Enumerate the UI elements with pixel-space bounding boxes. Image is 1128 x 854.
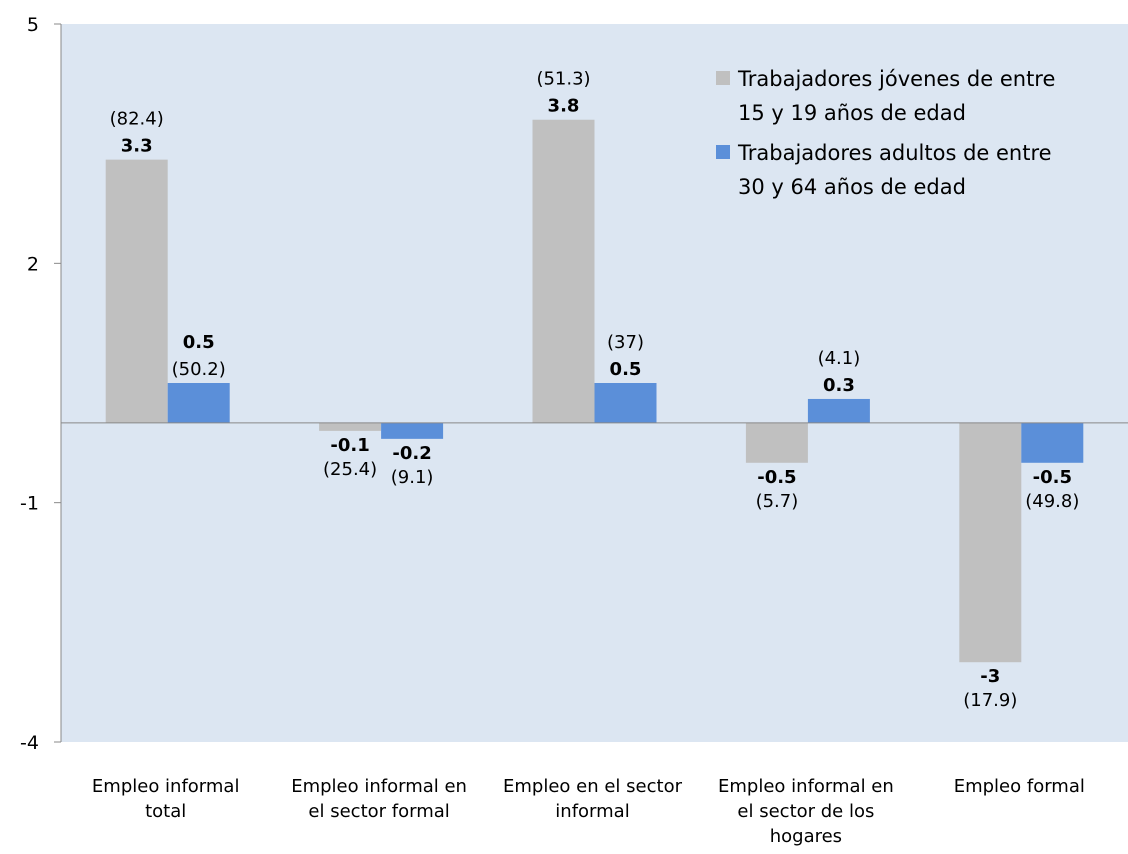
legend-label: Trabajadores adultos de entre xyxy=(737,141,1052,165)
y-axis: 5 2 -1 -4 xyxy=(20,14,62,754)
bar-series1 xyxy=(532,119,595,423)
y-tick-label: 5 xyxy=(27,14,39,36)
bar-series1 xyxy=(105,159,168,423)
value-label: 3.3 xyxy=(121,136,153,157)
legend: Trabajadores jóvenes de entre 15 y 19 año… xyxy=(716,67,1055,199)
share-label: (82.4) xyxy=(110,109,164,130)
legend-swatch xyxy=(716,71,730,85)
category-label: Empleo en el sector xyxy=(503,776,683,797)
category-label: el sector formal xyxy=(308,801,449,822)
bar-series2 xyxy=(807,398,870,423)
x-axis-labels: Empleo informal total Empleo informal en el… xyxy=(92,776,1085,847)
share-label: (37) xyxy=(607,332,644,353)
bars xyxy=(105,119,1084,663)
value-label: 3.8 xyxy=(548,96,580,117)
share-label: (17.9) xyxy=(963,690,1017,711)
bar-series2 xyxy=(1021,422,1084,463)
share-label: (9.1) xyxy=(391,467,434,488)
share-label: (50.2) xyxy=(172,359,226,380)
value-label: -0.5 xyxy=(1033,467,1072,488)
value-label: 0.3 xyxy=(823,375,855,396)
legend-label: 15 y 19 años de edad xyxy=(738,101,966,125)
share-label: (49.8) xyxy=(1025,491,1079,512)
share-label: (5.7) xyxy=(756,491,799,512)
bar-series2 xyxy=(167,383,230,423)
y-tick-label: -1 xyxy=(20,493,39,515)
legend-label: Trabajadores jóvenes de entre xyxy=(737,67,1055,91)
bar-series2 xyxy=(381,422,444,439)
y-tick-label: -4 xyxy=(20,732,39,754)
category-label: Empleo informal xyxy=(92,776,240,797)
bar-series1 xyxy=(319,422,382,431)
category-label: el sector de los xyxy=(737,801,874,822)
bar-series1 xyxy=(745,422,808,463)
value-label: -3 xyxy=(980,666,1000,687)
share-label: (51.3) xyxy=(536,69,590,90)
legend-label: 30 y 64 años de edad xyxy=(738,175,966,199)
bar-series1 xyxy=(959,422,1022,663)
category-label: total xyxy=(145,801,186,822)
value-label: -0.1 xyxy=(330,435,369,456)
bar-series2 xyxy=(594,383,657,423)
share-label: (4.1) xyxy=(818,348,861,369)
category-label: informal xyxy=(555,801,629,822)
share-label: (25.4) xyxy=(323,459,377,480)
category-label: hogares xyxy=(770,826,842,847)
value-label: 0.5 xyxy=(610,359,642,380)
y-tick-label: 2 xyxy=(27,253,39,275)
data-labels: 3.3 (82.4) -0.1 (25.4) 3.8 (51.3) -0.5 (5.7) -3 (… xyxy=(110,69,1080,711)
value-label: 0.5 xyxy=(183,332,215,353)
value-label: -0.5 xyxy=(757,467,796,488)
category-label: Empleo informal en xyxy=(718,776,894,797)
legend-swatch xyxy=(716,145,730,159)
value-label: -0.2 xyxy=(392,443,431,464)
category-label: Empleo formal xyxy=(954,776,1085,797)
category-label: Empleo informal en xyxy=(291,776,467,797)
